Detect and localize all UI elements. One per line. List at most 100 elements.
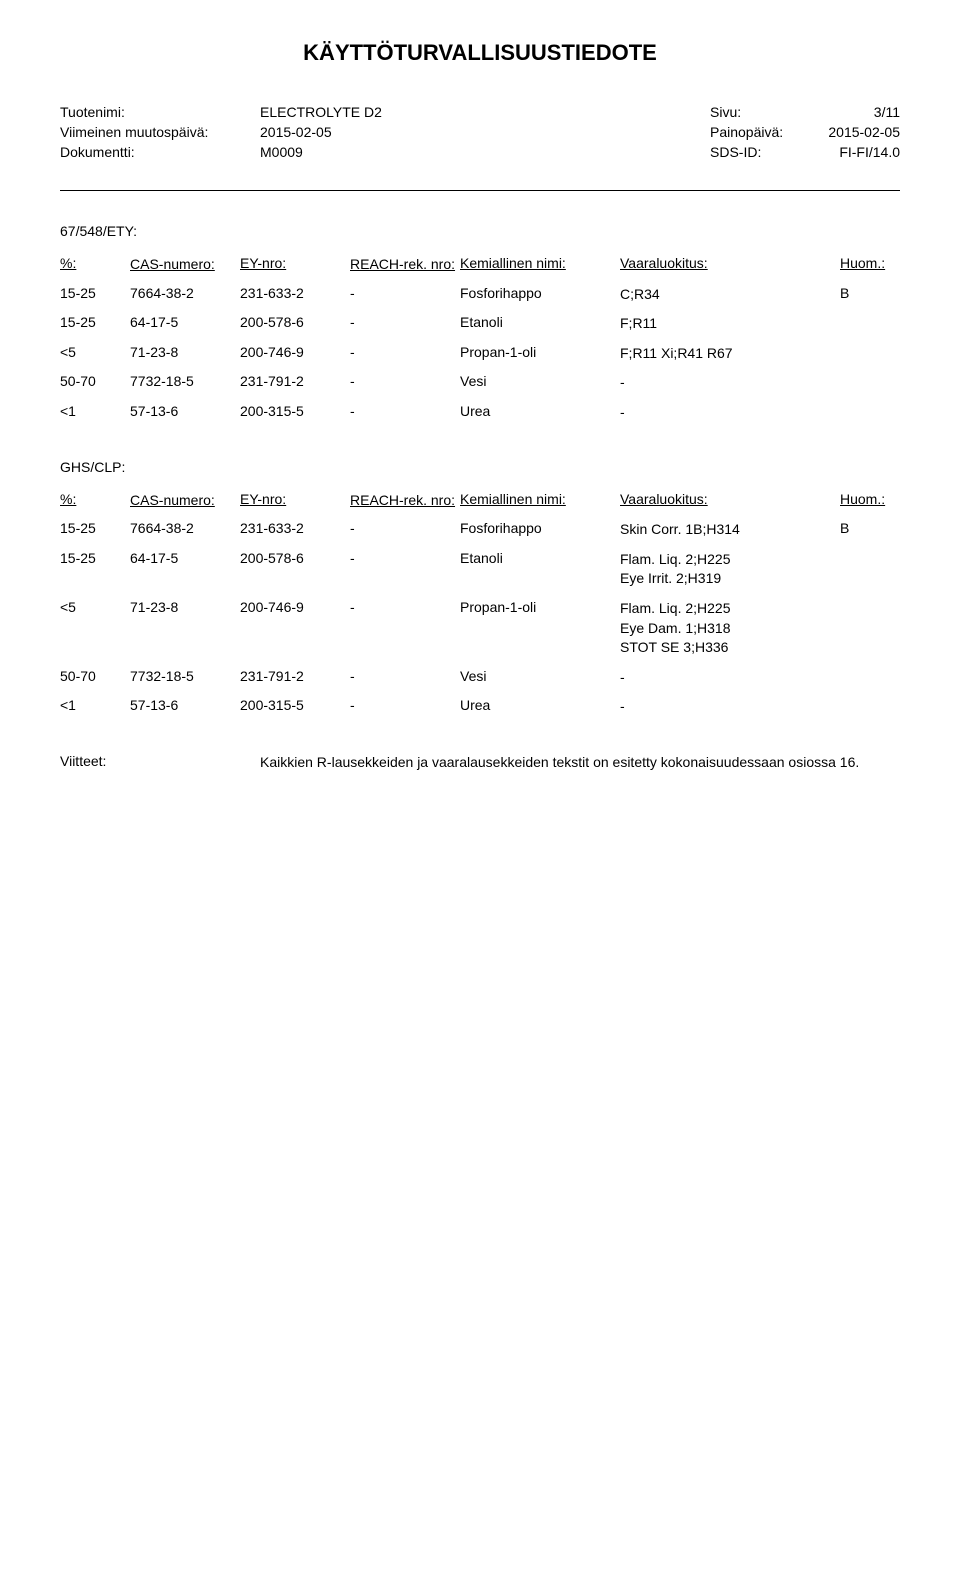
doc-value: M0009 xyxy=(260,144,710,160)
sds-value: FI-FI/14.0 xyxy=(805,144,900,160)
cell-ey: 231-633-2 xyxy=(240,285,350,305)
product-value: ELECTROLYTE D2 xyxy=(260,104,710,120)
cell-hazard: - xyxy=(620,697,840,717)
cell-hazard: Skin Corr. 1B;H314 xyxy=(620,520,840,540)
header-divider xyxy=(60,190,900,191)
cell-reach: - xyxy=(350,599,460,658)
cell-pct: 15-25 xyxy=(60,520,130,540)
cell-ey: 231-791-2 xyxy=(240,668,350,688)
cell-cas: 57-13-6 xyxy=(130,697,240,717)
table-header-row: %: CAS-numero: EY-nro: REACH-rek. nro: K… xyxy=(60,491,900,511)
col-header-pct: %: xyxy=(60,255,130,275)
cell-note xyxy=(840,599,900,658)
sds-label: SDS-ID: xyxy=(710,144,805,160)
table-row: 50-707732-18-5231-791-2-Vesi- xyxy=(60,668,900,688)
table-row: 15-257664-38-2231-633-2-FosforihappoC;R3… xyxy=(60,285,900,305)
cell-chem: Urea xyxy=(460,697,620,717)
table-row: <157-13-6200-315-5-Urea- xyxy=(60,403,900,423)
cell-hazard: - xyxy=(620,668,840,688)
cell-reach: - xyxy=(350,373,460,393)
cell-pct: 15-25 xyxy=(60,550,130,589)
col-header-hazard: Vaaraluokitus: xyxy=(620,491,840,511)
footer-section: Viitteet: Kaikkien R-lausekkeiden ja vaa… xyxy=(60,753,900,773)
cell-cas: 64-17-5 xyxy=(130,550,240,589)
cell-cas: 7732-18-5 xyxy=(130,668,240,688)
cell-hazard: - xyxy=(620,373,840,393)
col-header-chem: Kemiallinen nimi: xyxy=(460,491,620,511)
cell-ey: 200-315-5 xyxy=(240,403,350,423)
cell-hazard: - xyxy=(620,403,840,423)
document-header: Tuotenimi: ELECTROLYTE D2 Sivu: 3/11 Vii… xyxy=(60,104,900,160)
cell-chem: Etanoli xyxy=(460,550,620,589)
cell-note: B xyxy=(840,285,900,305)
section1-label: 67/548/ETY: xyxy=(60,223,900,239)
cell-reach: - xyxy=(350,697,460,717)
col-header-note: Huom.: xyxy=(840,491,900,511)
cell-reach: - xyxy=(350,285,460,305)
cell-note xyxy=(840,403,900,423)
col-header-ey: EY-nro: xyxy=(240,491,350,511)
table-row: 15-257664-38-2231-633-2-FosforihappoSkin… xyxy=(60,520,900,540)
cell-ey: 200-578-6 xyxy=(240,314,350,334)
header-row-doc: Dokumentti: M0009 SDS-ID: FI-FI/14.0 xyxy=(60,144,900,160)
col-header-reach: REACH-rek. nro: xyxy=(350,255,460,275)
cell-hazard: Flam. Liq. 2;H225Eye Dam. 1;H318STOT SE … xyxy=(620,599,840,658)
cell-cas: 7664-38-2 xyxy=(130,285,240,305)
page-label: Sivu: xyxy=(710,104,805,120)
cell-pct: <5 xyxy=(60,344,130,364)
cell-pct: 15-25 xyxy=(60,314,130,334)
cell-chem: Vesi xyxy=(460,668,620,688)
cell-ey: 200-578-6 xyxy=(240,550,350,589)
cell-pct: 50-70 xyxy=(60,373,130,393)
cell-reach: - xyxy=(350,668,460,688)
col-header-pct: %: xyxy=(60,491,130,511)
table-row: <571-23-8200-746-9-Propan-1-oliF;R11 Xi;… xyxy=(60,344,900,364)
cell-chem: Fosforihappo xyxy=(460,520,620,540)
cell-pct: <5 xyxy=(60,599,130,658)
cell-note xyxy=(840,314,900,334)
cell-chem: Propan-1-oli xyxy=(460,599,620,658)
cell-reach: - xyxy=(350,550,460,589)
cell-cas: 57-13-6 xyxy=(130,403,240,423)
col-header-hazard: Vaaraluokitus: xyxy=(620,255,840,275)
printdate-label: Painopäivä: xyxy=(710,124,805,140)
page-value: 3/11 xyxy=(805,104,900,120)
cell-note xyxy=(840,668,900,688)
printdate-value: 2015-02-05 xyxy=(805,124,900,140)
table-row: 50-707732-18-5231-791-2-Vesi- xyxy=(60,373,900,393)
lastmod-label: Viimeinen muutospäivä: xyxy=(60,124,260,140)
cell-hazard: Flam. Liq. 2;H225Eye Irrit. 2;H319 xyxy=(620,550,840,589)
cell-pct: 50-70 xyxy=(60,668,130,688)
header-row-lastmod: Viimeinen muutospäivä: 2015-02-05 Painop… xyxy=(60,124,900,140)
cell-hazard: F;R11 xyxy=(620,314,840,334)
col-header-cas: CAS-numero: xyxy=(130,491,240,511)
cell-reach: - xyxy=(350,314,460,334)
table-header-row: %: CAS-numero: EY-nro: REACH-rek. nro: K… xyxy=(60,255,900,275)
cell-chem: Etanoli xyxy=(460,314,620,334)
cell-note xyxy=(840,373,900,393)
cell-cas: 7664-38-2 xyxy=(130,520,240,540)
cell-chem: Propan-1-oli xyxy=(460,344,620,364)
col-header-reach: REACH-rek. nro: xyxy=(350,491,460,511)
cell-ey: 231-633-2 xyxy=(240,520,350,540)
section2-label: GHS/CLP: xyxy=(60,459,900,475)
table-section2: %: CAS-numero: EY-nro: REACH-rek. nro: K… xyxy=(60,491,900,717)
cell-ey: 231-791-2 xyxy=(240,373,350,393)
cell-note xyxy=(840,550,900,589)
col-header-cas: CAS-numero: xyxy=(130,255,240,275)
cell-reach: - xyxy=(350,344,460,364)
col-header-ey: EY-nro: xyxy=(240,255,350,275)
cell-hazard: C;R34 xyxy=(620,285,840,305)
cell-cas: 71-23-8 xyxy=(130,599,240,658)
table-row: <571-23-8200-746-9-Propan-1-oliFlam. Liq… xyxy=(60,599,900,658)
table-section1: %: CAS-numero: EY-nro: REACH-rek. nro: K… xyxy=(60,255,900,423)
col-header-chem: Kemiallinen nimi: xyxy=(460,255,620,275)
table-row: <157-13-6200-315-5-Urea- xyxy=(60,697,900,717)
cell-reach: - xyxy=(350,403,460,423)
cell-note xyxy=(840,697,900,717)
page-title: KÄYTTÖTURVALLISUUSTIEDOTE xyxy=(60,40,900,66)
cell-ey: 200-746-9 xyxy=(240,599,350,658)
cell-chem: Urea xyxy=(460,403,620,423)
table-row: 15-2564-17-5200-578-6-EtanoliF;R11 xyxy=(60,314,900,334)
footer-text: Kaikkien R-lausekkeiden ja vaaralausekke… xyxy=(260,753,900,773)
